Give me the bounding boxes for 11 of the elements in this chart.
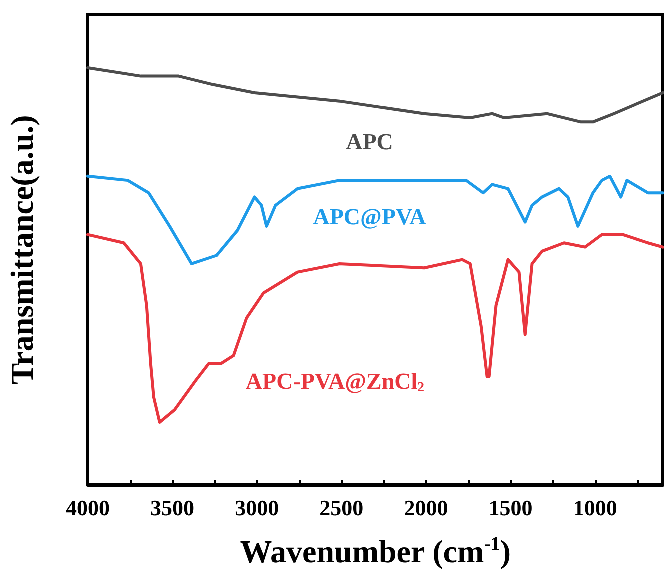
series-label: APC	[346, 129, 394, 154]
series-label: APC@PVA	[313, 204, 427, 230]
x-tick-label: 1500	[488, 496, 533, 520]
x-tick-label: 1000	[573, 496, 618, 520]
x-tick-label: 3500	[150, 496, 195, 520]
series-label: APC-PVA@ZnCl2	[246, 369, 425, 394]
x-tick-label: 4000	[66, 496, 110, 520]
x-tick-label: 2500	[320, 496, 364, 520]
x-tick-label: 3000	[235, 496, 280, 520]
y-axis-title: Transmittance(a.u.)	[4, 115, 40, 385]
x-tick-label: 2000	[404, 496, 448, 520]
